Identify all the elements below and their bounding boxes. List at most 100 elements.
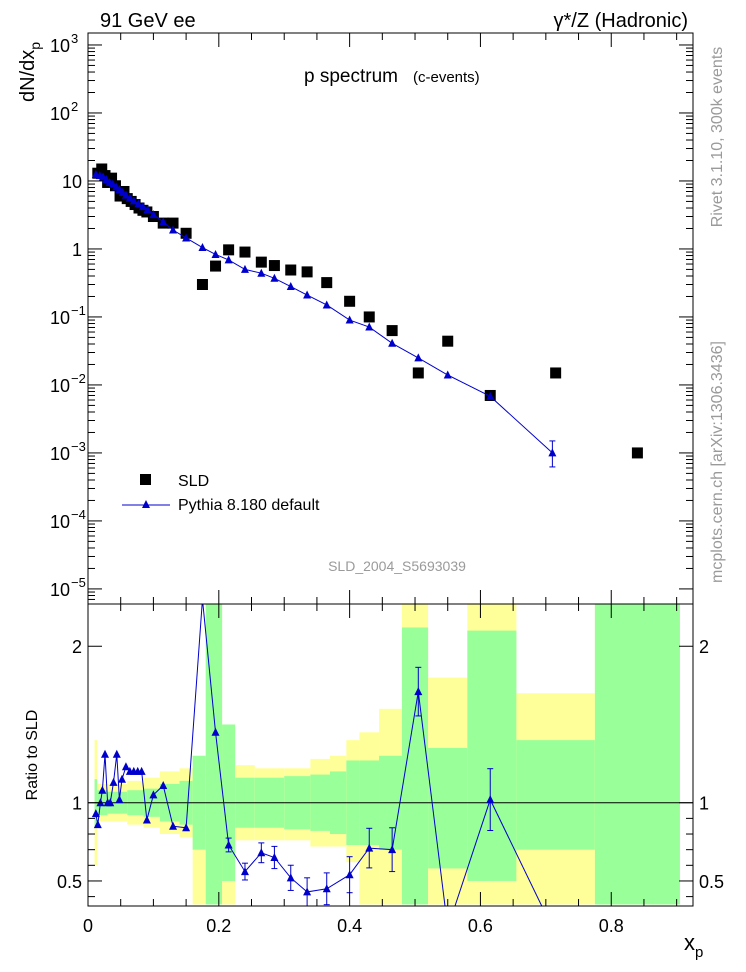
- pythia-data-point: [169, 225, 178, 234]
- uncertainty-band-inner: [594, 604, 680, 905]
- ratio-data-point: [112, 749, 121, 758]
- y-tick-label: 10: [62, 172, 82, 192]
- pythia-data-point: [257, 268, 266, 277]
- ratio-plot-frame: [87, 603, 694, 907]
- watermark: SLD_2004_S5693039: [328, 558, 466, 574]
- sld-data-point: [255, 256, 267, 268]
- sld-data-point: [99, 170, 111, 182]
- y-tick-label: 1: [72, 240, 82, 260]
- ratio-data-point: [169, 821, 178, 830]
- y-tick-label-exponent: −1: [71, 303, 86, 318]
- header-right: γ*/Z (Hadronic): [554, 10, 688, 32]
- ratio-data-point: [211, 727, 220, 736]
- legend-marker-pythia: [142, 500, 150, 508]
- sld-data-point: [442, 335, 454, 347]
- ratio-y-tick-label: 1: [72, 794, 82, 814]
- sld-data-point: [301, 266, 313, 278]
- pythia-data-point: [486, 391, 495, 400]
- pythia-data-point: [270, 273, 279, 282]
- pythia-data-point: [149, 210, 158, 219]
- sld-data-point: [167, 217, 179, 229]
- x-tick-label: 0: [83, 916, 93, 936]
- pythia-data-point: [414, 353, 423, 362]
- y-tick-label-exponent: −4: [71, 507, 86, 522]
- y-tick-label-exponent: −5: [71, 575, 86, 590]
- pythia-data-point: [211, 249, 220, 258]
- x-tick-label: 0.4: [337, 916, 362, 936]
- ratio-data-point: [121, 762, 130, 771]
- ratio-data-point: [118, 774, 127, 783]
- pythia-data-point: [159, 217, 168, 226]
- y-tick-label: 10: [50, 444, 70, 464]
- sld-data-point: [239, 246, 251, 258]
- sld-data-point: [344, 295, 356, 307]
- ratio-data-point: [109, 777, 118, 786]
- legend-marker-sld: [140, 474, 151, 485]
- sld-data-point: [550, 367, 562, 379]
- pythia-data-point: [138, 202, 147, 211]
- mcplots-label: mcplots.cern.ch [arXiv:1306.3436]: [709, 341, 726, 583]
- uncertainty-band-inner: [516, 740, 595, 850]
- pythia-data-point: [322, 300, 331, 309]
- ratio-data-point: [115, 795, 124, 804]
- ratio-data-point: [142, 815, 151, 824]
- sld-data-point: [180, 227, 192, 239]
- legend: SLD Pythia 8.180 default: [122, 473, 320, 514]
- pythia-data-point: [182, 233, 191, 242]
- ratio-data-point: [93, 820, 102, 829]
- pythia-data-point: [240, 264, 249, 273]
- pythia-data-point: [224, 255, 233, 264]
- pythia-data-point: [121, 190, 130, 199]
- pythia-data-point: [286, 282, 295, 291]
- y-tick-label: 10: [50, 308, 70, 328]
- ratio-y-tick-label: 2: [72, 637, 82, 657]
- pythia-data-point: [125, 193, 134, 202]
- sld-data-point: [223, 244, 235, 256]
- pythia-data-point: [134, 199, 143, 208]
- pythia-data-point: [365, 322, 374, 331]
- sld-data-point: [285, 264, 297, 276]
- y-tick-label: 10: [50, 512, 70, 532]
- x-axis-label: xp: [684, 930, 703, 961]
- rivet-label: Rivet 3.1.10, 300k events: [709, 47, 726, 228]
- main-y-axis-label-sub: p: [27, 42, 43, 50]
- ratio-data-point: [137, 766, 146, 775]
- y-tick-label: 10: [50, 104, 70, 124]
- ratio-y-axis-label: Ratio to SLD: [24, 710, 41, 801]
- ratio-plot-panel: 0.5 0.51 12 20 0.2 0.4 0.6 0.8 Ratio to SLD xp: [24, 33, 724, 961]
- main-plot-frame: [87, 32, 694, 605]
- ratio-data-point: [91, 809, 100, 818]
- uncertainty-band-inner: [428, 747, 468, 869]
- ratio-y-tick-label-right: 2: [699, 637, 709, 657]
- pythia-series-line: [95, 173, 553, 454]
- y-tick-label-exponent: −3: [71, 439, 86, 454]
- sld-data-point: [412, 367, 424, 379]
- sld-data-point: [196, 279, 208, 291]
- y-tick-label: 10: [50, 376, 70, 396]
- ratio-data-point: [149, 790, 158, 799]
- ratio-data-point: [106, 798, 115, 807]
- y-tick-label: 10: [50, 36, 70, 56]
- main-y-axis-label: dN/dxp: [17, 42, 43, 102]
- pythia-data-point: [143, 205, 152, 214]
- header-left: 91 GeV ee: [100, 10, 196, 32]
- pythia-data-point: [443, 370, 452, 379]
- x-axis-label-sub: p: [695, 944, 703, 961]
- y-tick-label-exponent: −2: [71, 371, 86, 386]
- sld-data-point: [210, 260, 222, 272]
- sld-data-point: [106, 172, 118, 184]
- ratio-data-point: [182, 823, 191, 832]
- pythia-data-point: [129, 196, 138, 205]
- sld-data-point: [321, 277, 333, 289]
- ratio-data-point: [101, 749, 110, 758]
- sld-data-point: [386, 325, 398, 337]
- ratio-y-tick-label: 0.5: [57, 872, 82, 892]
- sld-data-point: [96, 163, 108, 175]
- x-tick-label: 0.8: [599, 916, 624, 936]
- chart-title: p spectrum: [304, 66, 398, 87]
- sld-data-point: [631, 447, 643, 459]
- pythia-data-point: [198, 243, 207, 252]
- uncertainty-band-inner: [467, 630, 517, 881]
